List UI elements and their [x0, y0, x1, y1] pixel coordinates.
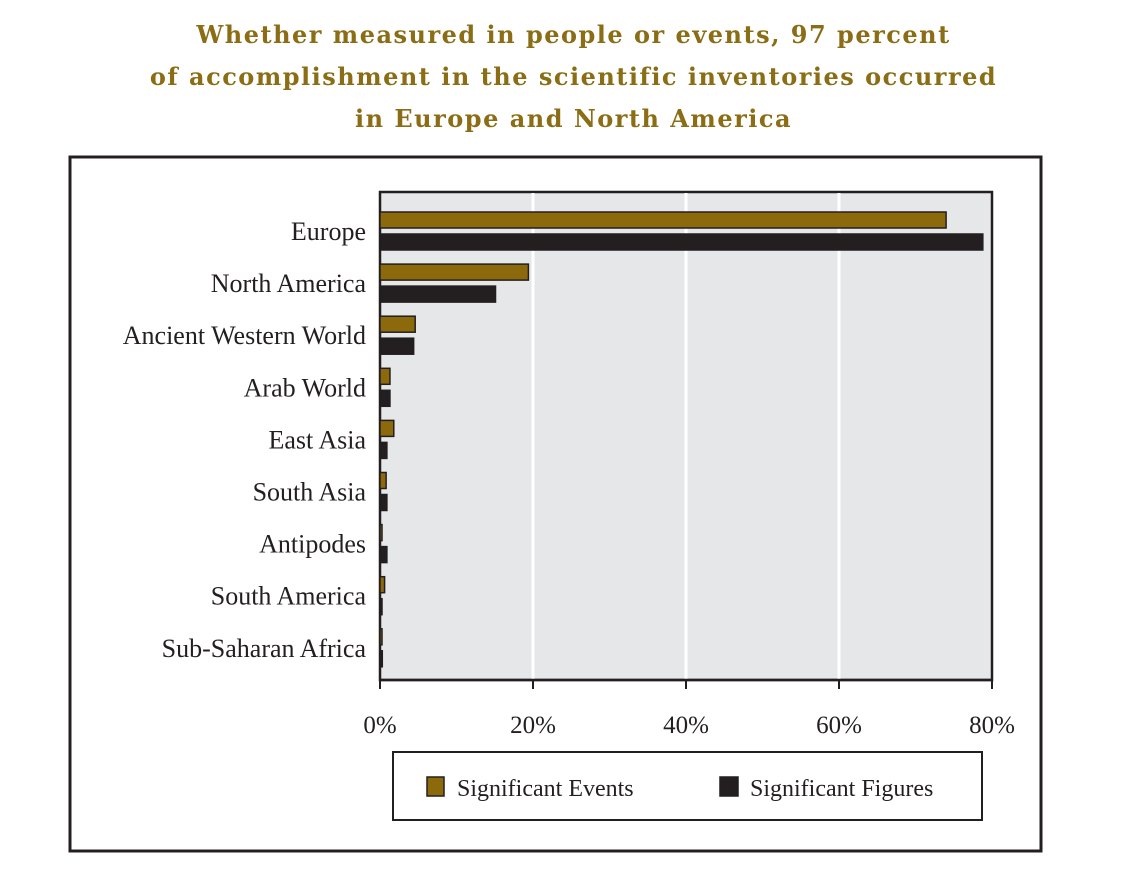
bar	[379, 523, 383, 542]
bar	[379, 263, 530, 281]
bar	[379, 233, 984, 251]
bar	[379, 419, 395, 438]
bar	[379, 441, 388, 460]
title-line-3: in Europe and North America	[354, 104, 793, 133]
bar	[379, 211, 947, 229]
category-label: East Asia	[269, 425, 367, 454]
category-label: Sub-Saharan Africa	[162, 634, 367, 663]
title-line-1: Whether measured in people or events, 97…	[196, 20, 951, 49]
category-label: North America	[211, 269, 367, 298]
bar	[379, 493, 388, 512]
x-tick-label: 20%	[510, 712, 556, 739]
legend-swatch-significant-figures	[719, 776, 739, 797]
x-ticks: 0% 20% 40% 60% 80%	[363, 680, 1015, 739]
bar	[379, 337, 415, 355]
bar	[379, 575, 386, 594]
bar	[379, 597, 383, 616]
bar	[379, 545, 388, 564]
legend-box	[392, 751, 983, 821]
bar	[379, 650, 384, 668]
bar	[379, 367, 391, 386]
bars	[379, 211, 984, 668]
category-label: Arab World	[244, 373, 366, 402]
category-label: Ancient Western World	[123, 321, 366, 350]
title-line-2: of accomplishment in the scientific inve…	[149, 62, 998, 91]
bar	[379, 285, 497, 303]
legend: Significant Events Significant Figures	[392, 751, 983, 821]
bar	[379, 628, 383, 646]
category-labels: Europe North America Ancient Western World…	[123, 217, 367, 663]
bar	[379, 389, 391, 408]
bar	[379, 471, 387, 490]
legend-swatch-significant-events	[426, 776, 445, 797]
chart-title: Whether measured in people or events, 97…	[0, 14, 1147, 140]
x-tick-label: 40%	[663, 712, 709, 739]
legend-label-significant-figures: Significant Figures	[750, 776, 933, 802]
category-label: South America	[211, 582, 367, 611]
x-tick-label: 80%	[969, 712, 1015, 739]
legend-label-significant-events: Significant Events	[457, 776, 634, 802]
chart-frame	[68, 155, 1043, 853]
category-label: Europe	[291, 217, 366, 246]
x-tick-label: 60%	[816, 712, 862, 739]
category-label: Antipodes	[259, 530, 366, 559]
bar	[379, 315, 416, 333]
x-tick-label: 0%	[363, 712, 396, 739]
gridlines	[531, 193, 841, 680]
category-label: South Asia	[253, 478, 367, 507]
